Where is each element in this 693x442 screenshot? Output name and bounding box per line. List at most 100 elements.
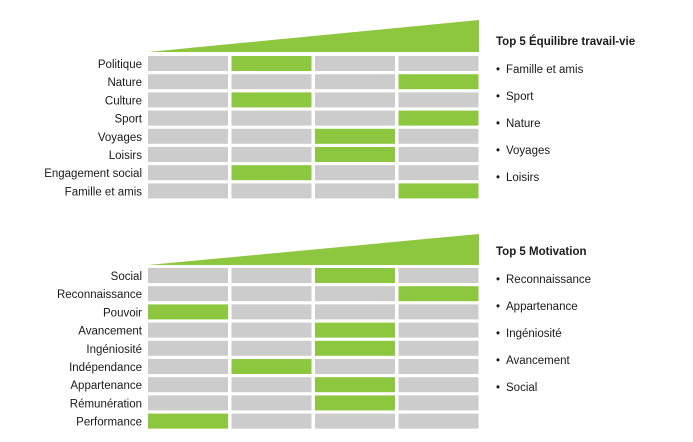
heatmap-cell bbox=[148, 110, 228, 126]
heatmap-cell bbox=[231, 268, 312, 283]
heatmap-cell bbox=[398, 377, 479, 393]
top5-motivation-item-5: • Social bbox=[496, 382, 537, 394]
bullet-icon: • bbox=[496, 274, 501, 286]
heatmap-cell bbox=[231, 286, 312, 302]
heatmap-cell-highlighted bbox=[398, 286, 479, 302]
heatmap-cell bbox=[315, 56, 395, 71]
heatmap-cell bbox=[398, 165, 479, 181]
heatmap-cell bbox=[398, 395, 479, 411]
row-label: Rémunération bbox=[70, 398, 142, 410]
heatmap-cell-highlighted bbox=[231, 359, 312, 374]
heatmap-cell bbox=[148, 92, 228, 108]
heatmap-cell bbox=[148, 147, 228, 162]
top5-balance-label: Sport bbox=[506, 91, 534, 103]
bullet-icon: • bbox=[496, 301, 501, 313]
heatmap-cell bbox=[398, 56, 479, 71]
scale-wedge bbox=[148, 234, 479, 265]
heatmap-cell-highlighted bbox=[398, 74, 479, 90]
heatmap-cell bbox=[398, 322, 479, 338]
heatmap-cell-highlighted bbox=[231, 56, 312, 71]
row-label: Loisirs bbox=[109, 150, 142, 162]
heatmap-cell-highlighted bbox=[315, 377, 395, 393]
scale-wedge bbox=[148, 20, 479, 52]
row-label: Social bbox=[111, 271, 142, 283]
heatmap-cell bbox=[231, 128, 312, 144]
bullet-icon: • bbox=[496, 172, 501, 184]
heatmap-cell bbox=[398, 268, 479, 283]
heatmap-cell-highlighted bbox=[315, 147, 395, 162]
heatmap-cell-highlighted bbox=[315, 395, 395, 411]
heatmap-cell bbox=[231, 377, 312, 393]
row-label: Voyages bbox=[98, 132, 142, 144]
heatmap-cell bbox=[231, 110, 312, 126]
top5-motivation-label: Social bbox=[506, 382, 538, 394]
row-label: Politique bbox=[98, 59, 142, 71]
heatmap-cell bbox=[148, 183, 228, 199]
bullet-icon: • bbox=[496, 145, 501, 157]
heatmap-cell bbox=[398, 147, 479, 162]
heatmap-cell-highlighted bbox=[231, 92, 312, 108]
row-label: Pouvoir bbox=[103, 307, 142, 319]
heatmap-cell-highlighted bbox=[148, 304, 228, 320]
heatmap-cell-highlighted bbox=[231, 165, 312, 181]
row-label: Reconnaissance bbox=[57, 289, 142, 301]
heatmap-cell bbox=[315, 165, 395, 181]
row-label: Ingéniosité bbox=[86, 344, 142, 356]
heatmap-cell bbox=[148, 322, 228, 338]
top5-balance-label: Voyages bbox=[506, 145, 551, 157]
bullet-icon: • bbox=[496, 382, 501, 394]
heatmap-cell bbox=[231, 322, 312, 338]
heatmap-cell-highlighted bbox=[315, 128, 395, 144]
heatmap-cell bbox=[231, 395, 312, 411]
top5-motivation-item-1: • Reconnaissance bbox=[496, 274, 591, 286]
heatmap-cell bbox=[315, 183, 395, 199]
top5-balance-item-5: • Loisirs bbox=[496, 172, 539, 184]
bullet-icon: • bbox=[496, 118, 501, 130]
heatmap-cell bbox=[315, 304, 395, 320]
top5-balance-label: Nature bbox=[506, 118, 541, 130]
heatmap-cell bbox=[315, 74, 395, 90]
top5-motivation-title: Top 5 Motivation bbox=[496, 246, 587, 258]
heatmap-cell bbox=[148, 165, 228, 181]
heatmap-cell bbox=[148, 377, 228, 393]
heatmap-cell bbox=[315, 359, 395, 374]
heatmap-cell bbox=[148, 128, 228, 144]
row-label: Appartenance bbox=[70, 380, 142, 392]
heatmap-cell bbox=[231, 183, 312, 199]
row-label: Avancement bbox=[78, 326, 143, 338]
heatmap-cell-highlighted bbox=[398, 110, 479, 126]
heatmap-cell bbox=[148, 56, 228, 71]
heatmap-cell bbox=[148, 395, 228, 411]
bullet-icon: • bbox=[496, 355, 501, 367]
row-label: Indépendance bbox=[69, 362, 142, 374]
heatmap-cell bbox=[148, 340, 228, 356]
top5-balance-title: Top 5 Équilibre travail-vie bbox=[496, 36, 636, 48]
top5-balance-item-4: • Voyages bbox=[496, 145, 550, 157]
top5-balance-label: Loisirs bbox=[506, 172, 540, 184]
heatmap-cell bbox=[398, 340, 479, 356]
bullet-icon: • bbox=[496, 91, 501, 103]
heatmap-cell bbox=[148, 74, 228, 90]
bullet-icon: • bbox=[496, 328, 501, 340]
heatmap-cell-highlighted bbox=[148, 413, 228, 429]
heatmap-cell bbox=[315, 286, 395, 302]
row-label: Nature bbox=[107, 77, 142, 89]
row-label: Engagement social bbox=[44, 168, 142, 180]
top5-balance-label: Famille et amis bbox=[506, 64, 584, 76]
heatmap-cell bbox=[398, 92, 479, 108]
heatmap-cell bbox=[148, 286, 228, 302]
top5-motivation-label: Reconnaissance bbox=[506, 274, 592, 286]
heatmap-cell bbox=[231, 147, 312, 162]
heatmap-cell bbox=[231, 340, 312, 356]
heatmap-cell bbox=[398, 304, 479, 320]
top5-motivation-item-2: • Appartenance bbox=[496, 301, 578, 313]
heatmap-cell bbox=[398, 413, 479, 429]
heatmap-cell bbox=[148, 359, 228, 374]
row-label: Sport bbox=[115, 114, 143, 126]
heatmap-cell bbox=[231, 74, 312, 90]
heatmap-cell bbox=[315, 110, 395, 126]
top5-motivation-item-4: • Avancement bbox=[496, 355, 570, 367]
top5-motivation-label: Avancement bbox=[506, 355, 570, 367]
